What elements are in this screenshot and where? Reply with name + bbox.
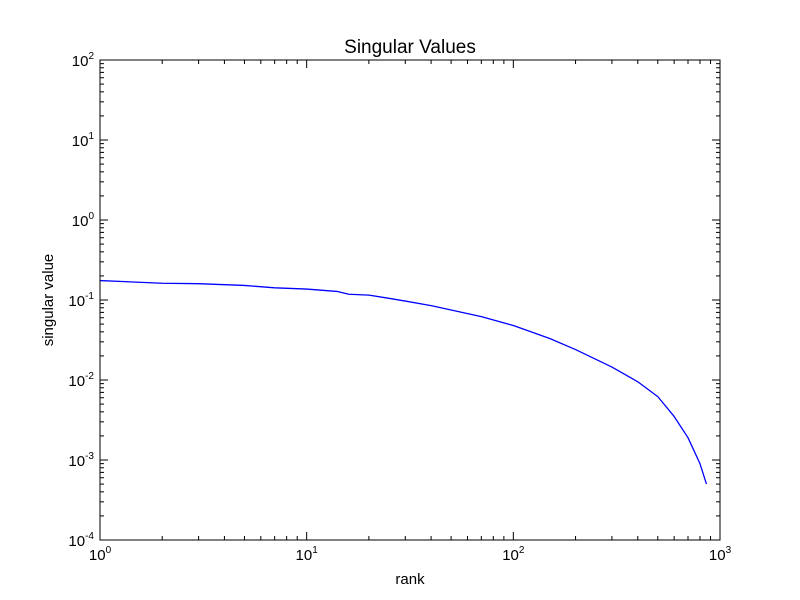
x-tick-label: 101 — [296, 545, 319, 564]
y-axis-label: singular value — [40, 254, 57, 347]
series-layer — [99, 279, 708, 485]
y-tick-label: 10-3 — [68, 451, 94, 470]
y-tick-label: 102 — [72, 51, 95, 70]
plot-area: 100 101 102 103 10-4 10-3 10-2 10-1 100 101 102 — [68, 51, 731, 564]
x-tick-label: 100 — [89, 545, 112, 564]
singular-value-line — [99, 279, 708, 485]
y-tick-label: 101 — [72, 131, 95, 150]
x-tick-label: 102 — [502, 545, 525, 564]
y-tick-label: 10-2 — [68, 371, 94, 390]
y-tick-label: 100 — [72, 211, 95, 230]
x-tick-label: 103 — [709, 545, 732, 564]
chart-title: Singular Values — [344, 37, 476, 58]
ticks-layer: 100 101 102 103 10-4 10-3 10-2 10-1 100 101 102 — [68, 51, 731, 564]
y-tick-label: 10-4 — [68, 531, 94, 550]
y-tick-label: 10-1 — [68, 291, 94, 310]
x-axis-label: rank — [395, 571, 425, 588]
